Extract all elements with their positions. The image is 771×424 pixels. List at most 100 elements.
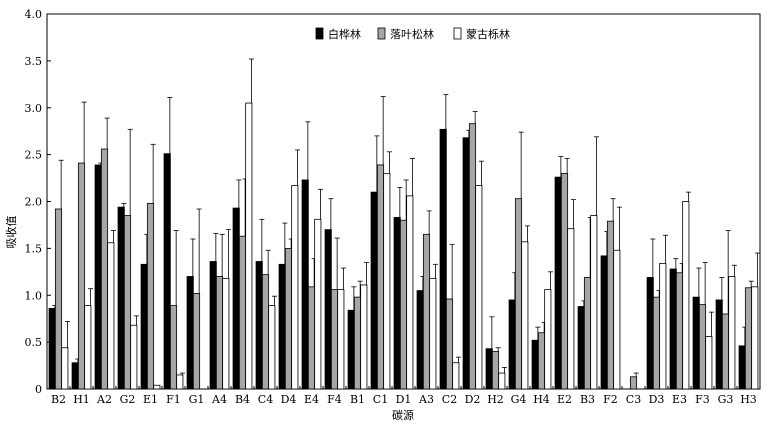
bar — [600, 255, 608, 390]
bar — [284, 247, 293, 390]
bar — [209, 261, 217, 390]
bar — [422, 233, 431, 390]
bar — [577, 306, 585, 390]
bar — [140, 263, 148, 390]
bar — [567, 228, 575, 390]
bar — [537, 332, 546, 390]
chart-bars — [48, 58, 760, 390]
x-tick-label: E3 — [672, 393, 687, 406]
bar — [521, 241, 529, 390]
x-tick-label: C4 — [258, 393, 273, 406]
x-tick-label: D2 — [465, 393, 481, 406]
bar — [383, 172, 391, 390]
legend-swatch — [377, 27, 386, 40]
bar — [452, 362, 460, 390]
bar — [675, 272, 684, 390]
bar — [560, 172, 569, 390]
y-tick-label: 2.0 — [25, 196, 43, 209]
bar — [245, 102, 253, 390]
bar — [508, 299, 516, 390]
y-tick-label: 1.0 — [25, 289, 43, 302]
x-tick-label: C1 — [373, 393, 388, 406]
x-tick-label: F3 — [695, 393, 710, 406]
bar — [61, 347, 69, 390]
bar — [330, 289, 339, 390]
bar — [301, 179, 309, 390]
x-tick-label: G2 — [120, 393, 136, 406]
x-tick-label: D1 — [396, 393, 412, 406]
bar — [100, 148, 109, 390]
bar — [554, 176, 562, 390]
bar — [314, 218, 322, 390]
x-tick-label: H1 — [73, 393, 90, 406]
y-tick-label: 2.5 — [25, 149, 43, 162]
legend-label: 落叶松林 — [390, 27, 434, 41]
bar — [439, 128, 447, 390]
bar — [54, 208, 63, 390]
bar — [255, 261, 263, 390]
y-tick-label: 3.5 — [25, 55, 43, 68]
bar — [337, 289, 345, 390]
bar — [485, 348, 493, 390]
bar — [475, 185, 483, 390]
bar — [751, 286, 759, 390]
bar — [514, 198, 523, 390]
x-tick-label: A4 — [211, 393, 227, 406]
bar — [544, 289, 552, 390]
bar — [406, 195, 414, 390]
y-tick-label: 0 — [35, 383, 42, 396]
bar — [399, 219, 408, 390]
x-tick-label: F2 — [603, 393, 618, 406]
x-tick-label: B1 — [350, 393, 365, 406]
bar — [738, 345, 746, 390]
x-tick-label: E4 — [304, 393, 319, 406]
x-tick-label: F4 — [327, 393, 342, 406]
bar — [659, 262, 667, 390]
bar — [468, 123, 477, 390]
x-tick-label: A2 — [96, 393, 112, 406]
bar — [192, 292, 201, 390]
bar — [163, 153, 171, 390]
bar — [77, 162, 86, 390]
bar — [360, 284, 368, 390]
bar — [324, 229, 332, 390]
legend-swatch — [453, 27, 462, 40]
chart-axes: 0 0.5 1.0 1.5 2.0 2.5 3.0 3.5 4.0 B2 H1 A2 G2 E1 F1 G1 A… — [25, 8, 761, 406]
bar — [682, 201, 690, 390]
bar — [583, 277, 592, 390]
bar — [646, 277, 654, 390]
bar — [71, 362, 79, 390]
bar — [48, 307, 56, 390]
bar — [278, 263, 286, 390]
bar — [462, 137, 470, 390]
x-tick-label: D4 — [281, 393, 297, 406]
bar — [107, 242, 115, 390]
chart-legend: 白桦林 落叶松林 蒙古栎林 — [315, 27, 510, 41]
bar — [698, 304, 707, 390]
x-tick-label: B3 — [580, 393, 595, 406]
bar — [347, 309, 355, 390]
x-axis-title: 碳源 — [392, 408, 414, 422]
bar — [531, 339, 539, 390]
bar — [291, 185, 299, 390]
x-tick-label: H4 — [533, 393, 550, 406]
bar — [491, 351, 500, 390]
y-tick-label: 1.5 — [25, 242, 43, 255]
bar — [370, 191, 378, 390]
x-tick-label: G3 — [718, 393, 734, 406]
bar — [146, 202, 155, 390]
bar — [606, 220, 615, 390]
bar — [629, 376, 638, 390]
x-tick-label: B2 — [51, 393, 66, 406]
x-tick-label: D3 — [649, 393, 665, 406]
x-tick-label: C2 — [442, 393, 457, 406]
bar — [744, 287, 753, 390]
bar — [429, 277, 437, 390]
x-tick-label: H3 — [740, 393, 757, 406]
y-axis-title: 吸收值 — [4, 216, 18, 249]
bar — [498, 372, 506, 390]
y-tick-label: 4.0 — [25, 8, 43, 21]
bar — [613, 249, 621, 390]
bar — [669, 268, 677, 390]
